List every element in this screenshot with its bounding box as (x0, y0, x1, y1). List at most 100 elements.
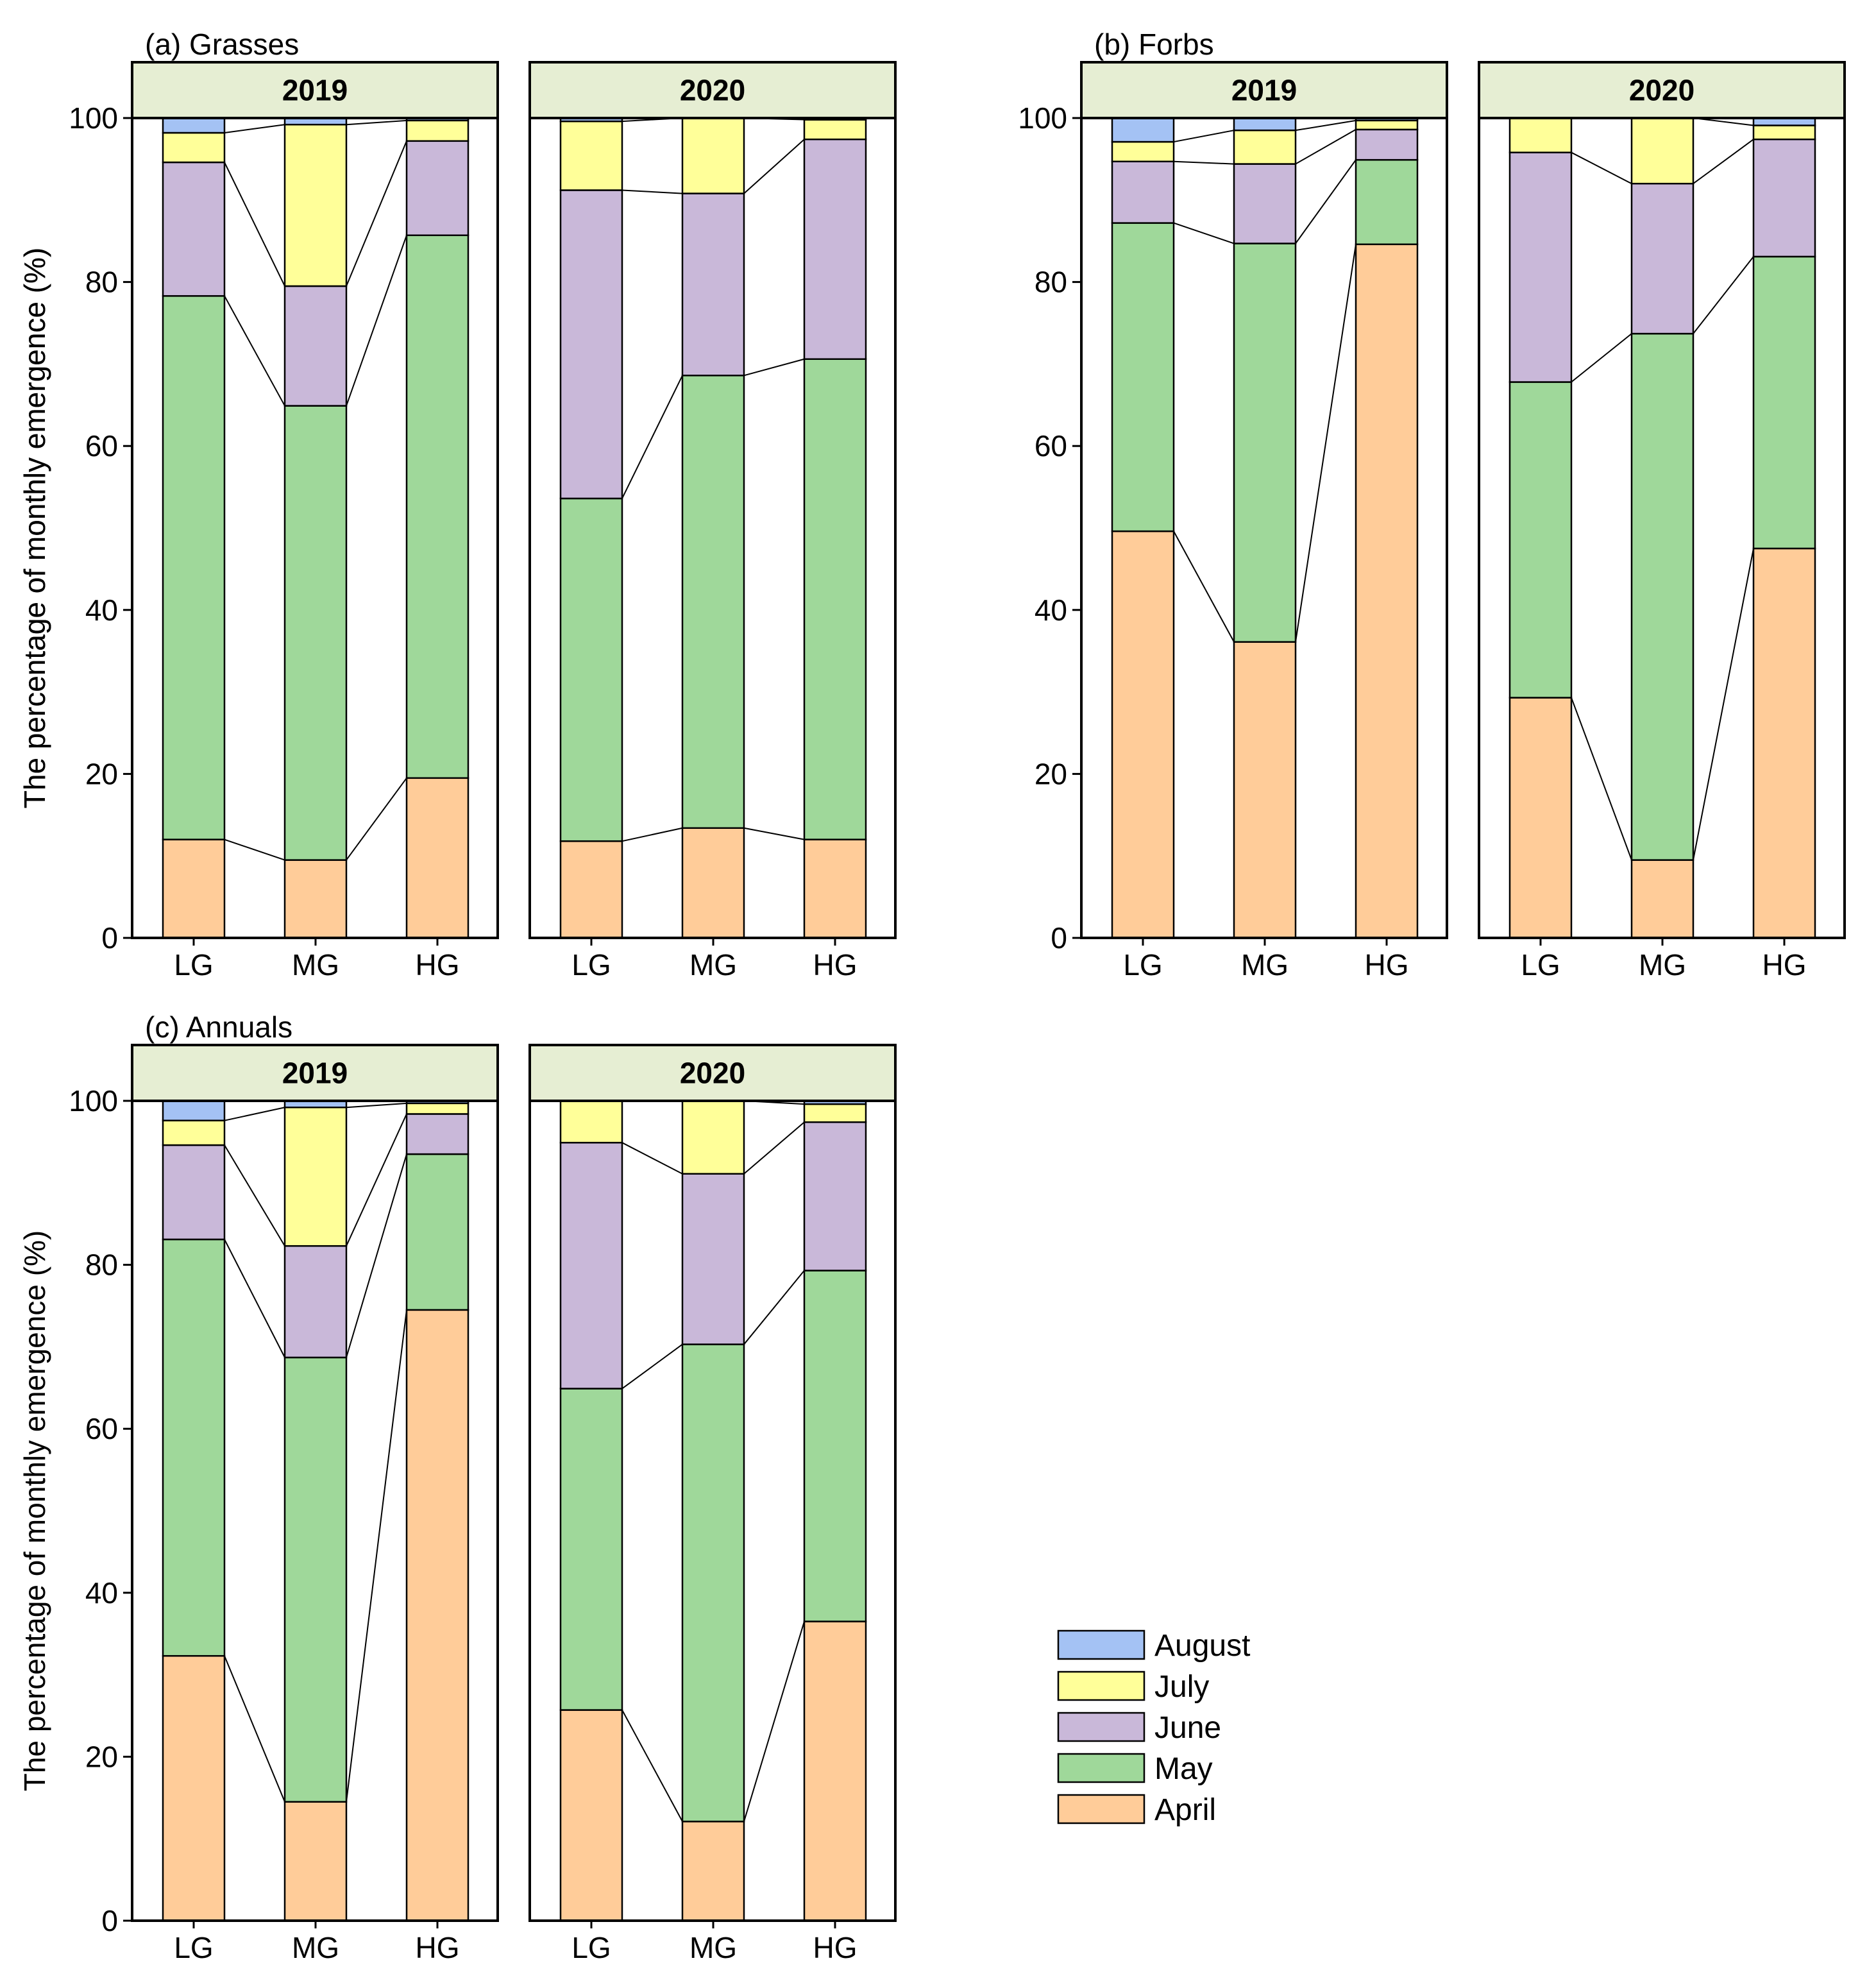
bar-segment-july (283, 123, 348, 287)
panel-title: (a) Grasses (145, 28, 299, 61)
bar-segment-may (1630, 332, 1694, 861)
bar-segment-august (1233, 117, 1297, 132)
connector-line (743, 827, 805, 840)
legend-label-june: June (1154, 1711, 1221, 1745)
facet-strip (1080, 61, 1448, 119)
bar-segment-may (559, 497, 623, 842)
legend-label-april: April (1154, 1793, 1216, 1827)
bar-segment-july (1111, 140, 1175, 162)
connector-line (1295, 244, 1356, 642)
x-tick-label: MG (1639, 948, 1686, 982)
legend-key-june (1057, 1712, 1145, 1742)
connector-line (1295, 159, 1356, 244)
connector-line (1173, 130, 1235, 143)
bar-segment-august (162, 117, 226, 134)
facet-frame (131, 117, 499, 939)
y-tick-label: 100 (69, 1084, 118, 1118)
bar-segment-july (1508, 117, 1573, 153)
x-tick-label: MG (1241, 948, 1289, 982)
bar-segment-may (1752, 255, 1816, 550)
facet-strip-label: 2020 (1629, 74, 1694, 107)
bar-segment-april (803, 1620, 867, 1922)
connector-line (346, 119, 407, 126)
bar-segment-april (283, 1801, 348, 1922)
legend: August July June May April (1057, 1629, 1250, 1827)
bar-segment-july (1630, 117, 1694, 185)
facet-frame (131, 1100, 499, 1922)
bar-segment-april (1752, 547, 1816, 939)
x-tick-label: MG (689, 948, 737, 982)
y-tick-label: 60 (85, 429, 118, 463)
connector-line (1295, 119, 1356, 132)
bar-segment-june (559, 189, 623, 500)
connector-line (346, 140, 407, 287)
bar-segment-june (681, 1173, 745, 1345)
bar-segment-may (1355, 158, 1419, 246)
facet-frame (528, 117, 897, 939)
connector-line (743, 139, 805, 194)
bar-segment-july (162, 1119, 226, 1146)
panel-2: (c) Annuals The percentage of monthly eme… (18, 1010, 897, 1964)
connector-line (1693, 139, 1754, 185)
connector-line (346, 1102, 407, 1109)
y-tick-label: 20 (1035, 757, 1067, 790)
bar-segment-april (681, 827, 745, 939)
facet-2019: 2019 LG MG HG (1080, 61, 1448, 982)
bar-segment-june (1111, 160, 1175, 224)
facet-2020: 2020 LG MG HG (528, 61, 897, 982)
bar-segment-may (1111, 222, 1175, 532)
bar-segment-may (283, 405, 348, 861)
x-tick-label: LG (1521, 948, 1560, 982)
connector-line (1571, 151, 1632, 185)
connector-line (743, 1121, 805, 1175)
bar-segment-may (803, 358, 867, 840)
y-tick-label: 60 (1035, 429, 1067, 463)
connector-line (346, 1153, 407, 1358)
bar-segment-july (559, 120, 623, 191)
y-tick-label: 40 (85, 593, 118, 627)
bar-segment-april (1111, 530, 1175, 939)
x-tick-label: HG (416, 1931, 460, 1964)
y-tick-label: 80 (1035, 266, 1067, 299)
bar-segment-june (405, 1113, 469, 1155)
x-tick-label: LG (571, 948, 611, 982)
x-tick-label: MG (689, 1931, 737, 1964)
legend-key-july (1057, 1671, 1145, 1701)
connector-line (1173, 531, 1235, 643)
bar-segment-april (1355, 243, 1419, 939)
bar-segment-june (559, 1141, 623, 1390)
legend-label-august: August (1154, 1629, 1250, 1663)
y-axis-title: The percentage of monthly emergence (%) (18, 1230, 51, 1791)
bar-segment-may (162, 295, 226, 840)
bar-segment-april (162, 838, 226, 939)
connector-line (621, 1142, 683, 1175)
connector-line (224, 838, 285, 861)
bar-segment-june (162, 161, 226, 297)
y-tick-label: 100 (1018, 101, 1067, 135)
bar-segment-june (803, 1121, 867, 1271)
bar-segment-june (803, 138, 867, 360)
y-tick-label: 0 (101, 921, 118, 955)
facet-strip (131, 1044, 499, 1102)
x-tick-label: MG (292, 1931, 339, 1964)
connector-line (346, 1309, 407, 1802)
y-axis-title: The percentage of monthly emergence (%) (18, 248, 51, 808)
bar-segment-july (1355, 119, 1419, 131)
panel-title: (b) Forbs (1094, 28, 1214, 61)
connector-line (224, 1144, 285, 1246)
bar-segment-june (1355, 128, 1419, 161)
connector-line (346, 778, 407, 861)
y-tick-label: 40 (85, 1576, 118, 1610)
bar-segment-may (162, 1238, 226, 1657)
bar-segment-july (1233, 129, 1297, 165)
facet-2019: 2019 LG MG HG (131, 61, 499, 982)
facet-frame (528, 1100, 897, 1922)
legend-key-may (1057, 1753, 1145, 1783)
legend-label-july: July (1154, 1670, 1209, 1704)
y-tick-label: 20 (85, 1740, 118, 1773)
x-tick-label: MG (292, 948, 339, 982)
y-tick-label: 80 (85, 1248, 118, 1282)
x-tick-label: LG (174, 948, 213, 982)
connector-line (621, 375, 683, 499)
